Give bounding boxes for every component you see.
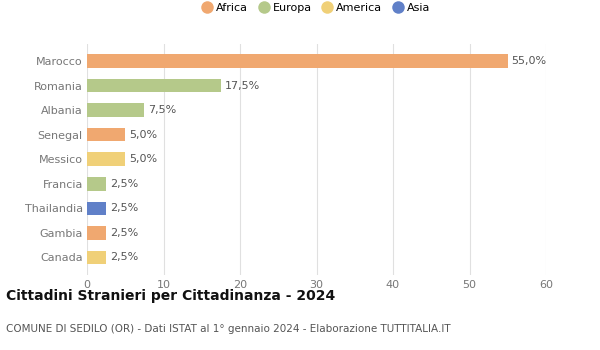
Bar <box>87 177 106 190</box>
Bar <box>87 128 125 141</box>
Text: 55,0%: 55,0% <box>512 56 547 66</box>
Bar <box>87 202 106 215</box>
Bar <box>87 103 145 117</box>
Text: 5,0%: 5,0% <box>129 154 157 164</box>
Text: 7,5%: 7,5% <box>148 105 176 115</box>
Bar <box>87 54 508 68</box>
Text: 2,5%: 2,5% <box>110 179 138 189</box>
Text: Cittadini Stranieri per Cittadinanza - 2024: Cittadini Stranieri per Cittadinanza - 2… <box>6 289 335 303</box>
Bar <box>87 79 221 92</box>
Text: 17,5%: 17,5% <box>224 80 260 91</box>
Bar <box>87 226 106 240</box>
Text: 2,5%: 2,5% <box>110 228 138 238</box>
Legend: Africa, Europa, America, Asia: Africa, Europa, America, Asia <box>203 3 430 13</box>
Bar <box>87 251 106 264</box>
Text: 2,5%: 2,5% <box>110 203 138 214</box>
Text: COMUNE DI SEDILO (OR) - Dati ISTAT al 1° gennaio 2024 - Elaborazione TUTTITALIA.: COMUNE DI SEDILO (OR) - Dati ISTAT al 1°… <box>6 324 451 334</box>
Text: 2,5%: 2,5% <box>110 252 138 262</box>
Bar <box>87 153 125 166</box>
Text: 5,0%: 5,0% <box>129 130 157 140</box>
